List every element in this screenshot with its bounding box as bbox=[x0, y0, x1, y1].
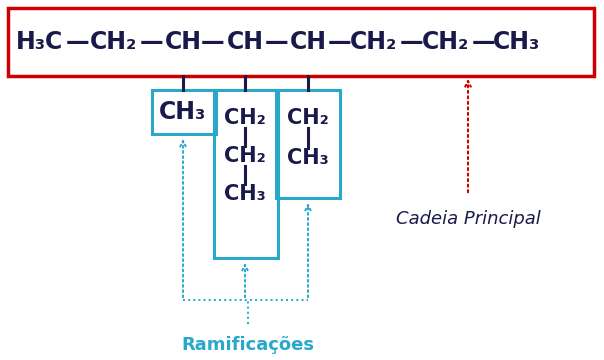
Text: —: — bbox=[201, 30, 225, 54]
Bar bbox=[214, 90, 278, 258]
Text: —: — bbox=[140, 30, 164, 54]
Text: CH₃: CH₃ bbox=[159, 100, 207, 124]
Text: CH₃: CH₃ bbox=[287, 148, 329, 168]
Text: CH₃: CH₃ bbox=[224, 184, 266, 204]
Text: CH₂: CH₂ bbox=[224, 108, 266, 128]
Bar bbox=[8, 8, 594, 76]
Text: CH: CH bbox=[289, 30, 327, 54]
Text: CH₂: CH₂ bbox=[350, 30, 397, 54]
Text: CH₂: CH₂ bbox=[422, 30, 470, 54]
Text: Ramificações: Ramificações bbox=[181, 336, 315, 354]
Text: CH₂: CH₂ bbox=[224, 146, 266, 166]
Text: CH₂: CH₂ bbox=[91, 30, 138, 54]
Text: —: — bbox=[472, 30, 496, 54]
Text: CH₃: CH₃ bbox=[492, 30, 539, 54]
Text: H₃C: H₃C bbox=[16, 30, 63, 54]
Text: CH₂: CH₂ bbox=[287, 108, 329, 128]
Text: —: — bbox=[328, 30, 352, 54]
Text: CH: CH bbox=[226, 30, 263, 54]
Text: —: — bbox=[66, 30, 90, 54]
Text: —: — bbox=[265, 30, 289, 54]
Text: CH: CH bbox=[164, 30, 202, 54]
Bar bbox=[152, 90, 216, 134]
Text: Cadeia Principal: Cadeia Principal bbox=[396, 210, 541, 228]
Bar bbox=[276, 90, 340, 198]
Text: —: — bbox=[400, 30, 424, 54]
